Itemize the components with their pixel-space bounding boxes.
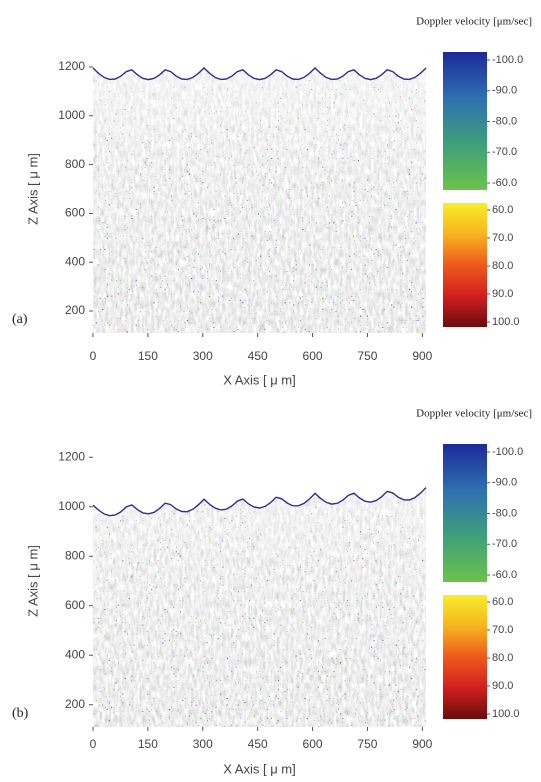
- x-tick-label: 750: [357, 349, 377, 363]
- colorbar: [443, 595, 487, 719]
- x-tick-label: 300: [193, 737, 213, 751]
- colorbar-title: Doppler velocity [μm/sec]: [416, 408, 532, 420]
- x-tick-label: 0: [90, 737, 97, 751]
- surface-line: [92, 487, 427, 517]
- x-axis-title: X Axis [ μ m]: [223, 761, 296, 776]
- y-tick-label: 200: [65, 697, 85, 711]
- x-tick-label: 750: [357, 737, 377, 751]
- colorbar-tick-label: -60.0: [492, 177, 517, 189]
- colorbar-tick-label: -80.0: [492, 507, 517, 519]
- surface-line: [92, 67, 427, 81]
- y-tick-label: 600: [65, 206, 85, 220]
- colorbar-tick-label: -100.0: [492, 446, 523, 458]
- colorbar-tick-label: 100.0: [492, 708, 520, 720]
- colorbar-tick-label: 80.0: [492, 652, 513, 664]
- panel: 0 150 300 450 600 750 900 200 400 600 800 1000 1200 X…: [12, 16, 532, 388]
- colorbar-tick-label: 80.0: [492, 260, 513, 272]
- colorbar-tick-label: -90.0: [492, 477, 517, 489]
- panel-label: (b): [12, 706, 29, 721]
- colorbar: [443, 52, 487, 190]
- x-tick-label: 900: [412, 737, 432, 751]
- colorbar-tick-label: 100.0: [492, 316, 520, 328]
- colorbar: [443, 444, 487, 582]
- colorbar-tick-label: -70.0: [492, 146, 517, 158]
- y-tick-label: 1000: [58, 499, 85, 513]
- x-tick-label: 450: [248, 349, 268, 363]
- depth-fade: [93, 68, 426, 333]
- x-tick-label: 300: [193, 349, 213, 363]
- colorbar-tick-label: -90.0: [492, 85, 517, 97]
- colorbar-tick-label: -70.0: [492, 538, 517, 550]
- y-tick-label: 800: [65, 157, 85, 171]
- x-tick-label: 600: [303, 349, 323, 363]
- colorbar-tick-label: 60.0: [492, 204, 513, 216]
- y-tick-label: 800: [65, 548, 85, 562]
- colorbar: [443, 203, 487, 327]
- y-tick-label: 200: [65, 303, 85, 317]
- colorbar-tick-label: 90.0: [492, 288, 513, 300]
- x-axis-title: X Axis [ μ m]: [223, 372, 296, 387]
- x-tick-label: 600: [303, 737, 323, 751]
- colorbar-tick-label: 70.0: [492, 232, 513, 244]
- y-tick-label: 1200: [58, 449, 85, 463]
- panel: 0 150 300 450 600 750 900 200 400 600 800 1000 1200 X…: [12, 408, 532, 777]
- y-tick-label: 400: [65, 254, 85, 268]
- oct-image: [93, 68, 426, 333]
- colorbar-tick-label: -80.0: [492, 115, 517, 127]
- x-tick-label: 150: [138, 737, 158, 751]
- panel-label: (a): [12, 312, 28, 327]
- y-tick-label: 1200: [58, 59, 85, 73]
- colorbar-tick-label: -100.0: [492, 54, 523, 66]
- x-tick-label: 450: [248, 737, 268, 751]
- colorbar-tick-label: -60.0: [492, 569, 517, 581]
- y-axis-title: Z Axis [ μ m]: [25, 153, 40, 225]
- x-tick-label: 150: [138, 349, 158, 363]
- oct-image: [93, 487, 426, 727]
- x-tick-label: 900: [412, 349, 432, 363]
- colorbar-tick-label: 70.0: [492, 624, 513, 636]
- y-tick-label: 400: [65, 647, 85, 661]
- y-axis-title: Z Axis [ μ m]: [25, 545, 40, 617]
- depth-fade: [93, 487, 426, 727]
- x-tick-label: 0: [90, 349, 97, 363]
- colorbar-tick-label: 90.0: [492, 680, 513, 692]
- y-tick-label: 600: [65, 598, 85, 612]
- colorbar-title: Doppler velocity [μm/sec]: [416, 16, 532, 28]
- colorbar-tick-label: 60.0: [492, 596, 513, 608]
- y-tick-label: 1000: [58, 108, 85, 122]
